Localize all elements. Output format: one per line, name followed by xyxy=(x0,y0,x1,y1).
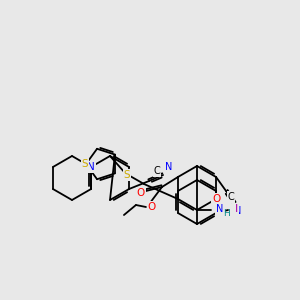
Text: C: C xyxy=(154,166,160,176)
Text: H: H xyxy=(224,208,230,217)
Text: O: O xyxy=(212,194,220,204)
Text: N: N xyxy=(87,162,95,172)
Text: S: S xyxy=(82,159,88,169)
Text: N: N xyxy=(165,162,173,172)
Text: N: N xyxy=(234,206,242,216)
Text: S: S xyxy=(124,170,130,180)
Text: N: N xyxy=(216,204,224,214)
Text: O: O xyxy=(148,202,156,212)
Text: I: I xyxy=(234,204,238,214)
Text: C: C xyxy=(228,192,234,202)
Text: O: O xyxy=(137,188,145,198)
